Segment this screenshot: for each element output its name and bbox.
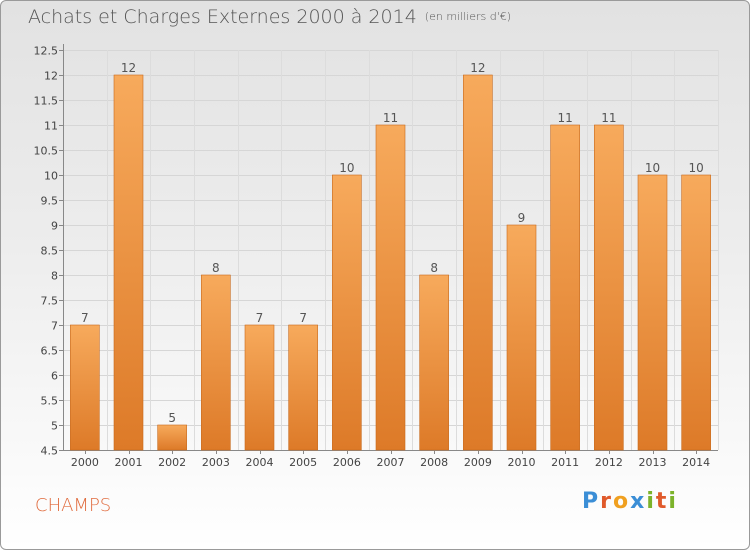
logo-letter: r [600, 489, 613, 514]
bar-2007 [375, 124, 406, 451]
x-tick-label: 2003 [202, 456, 230, 469]
x-tick-label: 2011 [551, 456, 579, 469]
bar-2013 [637, 174, 668, 451]
bar-2003 [201, 274, 231, 451]
x-tick-label: 2000 [71, 456, 99, 469]
proxiti-logo[interactable]: Proxiti [582, 489, 678, 514]
y-tick-label: 8 [51, 270, 58, 283]
y-tick-label: 8.5 [41, 245, 59, 258]
y-tick-label: 12 [44, 70, 58, 83]
data-label: 7 [256, 311, 264, 325]
bar-2009 [463, 74, 493, 451]
data-label: 12 [470, 61, 485, 75]
bar-2004 [244, 324, 275, 451]
bars [70, 74, 711, 451]
bar-2002 [157, 424, 187, 451]
y-tick-label: 9 [51, 220, 58, 233]
logo-letter: P [582, 489, 601, 514]
x-tick-label: 2012 [595, 456, 623, 469]
bar-2006 [332, 174, 362, 451]
data-labels: 7 12 5 8 7 7 10 11 8 12 9 11 11 10 10 [81, 61, 704, 425]
data-label: 9 [518, 211, 526, 225]
x-tick-label: 2007 [377, 456, 405, 469]
bar-2001 [113, 74, 144, 451]
data-label: 10 [645, 161, 660, 175]
data-label: 10 [339, 161, 354, 175]
y-tick-label: 6 [51, 370, 58, 383]
data-label: 10 [689, 161, 704, 175]
logo-letter: x [630, 489, 647, 514]
bar-2012 [594, 124, 624, 451]
y-tick-label: 7 [51, 320, 58, 333]
y-tick-label: 5.5 [41, 395, 59, 408]
y-tick-label: 7.5 [41, 295, 59, 308]
bar-2010 [506, 224, 537, 451]
y-tick-label: 9.5 [41, 195, 59, 208]
data-label: 7 [81, 311, 89, 325]
x-tick-label: 2014 [682, 456, 710, 469]
y-tick-label: 5 [51, 420, 58, 433]
bar-2011 [550, 124, 580, 451]
y-tick-label: 6.5 [41, 345, 59, 358]
bar-2014 [681, 174, 711, 451]
data-label: 7 [299, 311, 307, 325]
x-tick-label: 2008 [420, 456, 448, 469]
data-label: 11 [558, 111, 573, 125]
y-tick-label: 10 [44, 170, 58, 183]
logo-letter: i [646, 489, 656, 514]
x-tick-label: 2009 [464, 456, 492, 469]
y-tick-label: 10.5 [34, 145, 59, 158]
x-tick-label: 2004 [246, 456, 274, 469]
data-label: 8 [212, 261, 220, 275]
town-name: CHAMPS [35, 495, 112, 516]
axes: 4.5 5 5.5 6 6.5 7 7.5 8 8.5 9 9.5 10 10.5 11 11.5 12 12.… [34, 44, 718, 469]
data-label: 11 [601, 111, 616, 125]
x-tick-label: 2010 [508, 456, 536, 469]
bar-2008 [419, 274, 449, 451]
x-tick-label: 2013 [639, 456, 667, 469]
data-label: 12 [121, 61, 136, 75]
bar-2005 [288, 324, 318, 451]
logo-letter: t [655, 489, 669, 514]
y-tick-label: 11 [44, 120, 58, 133]
data-label: 11 [383, 111, 398, 125]
y-tick-label: 4.5 [41, 445, 59, 458]
logo-letter: i [668, 489, 678, 514]
chart-title: Achats et Charges Externes 2000 à 2014 [28, 6, 417, 28]
x-tick-label: 2006 [333, 456, 361, 469]
data-label: 8 [430, 261, 438, 275]
chart-title-block: Achats et Charges Externes 2000 à 2014 (e… [28, 6, 511, 28]
x-tick-label: 2001 [115, 456, 143, 469]
x-tick-label: 2002 [158, 456, 186, 469]
data-label: 5 [168, 411, 176, 425]
logo-letter: o [612, 489, 631, 514]
chart-subtitle: (en milliers d'€) [424, 10, 512, 23]
y-tick-label: 11.5 [34, 95, 59, 108]
y-tick-label: 12.5 [34, 45, 59, 58]
x-tick-label: 2005 [289, 456, 317, 469]
bar-2000 [70, 324, 100, 451]
